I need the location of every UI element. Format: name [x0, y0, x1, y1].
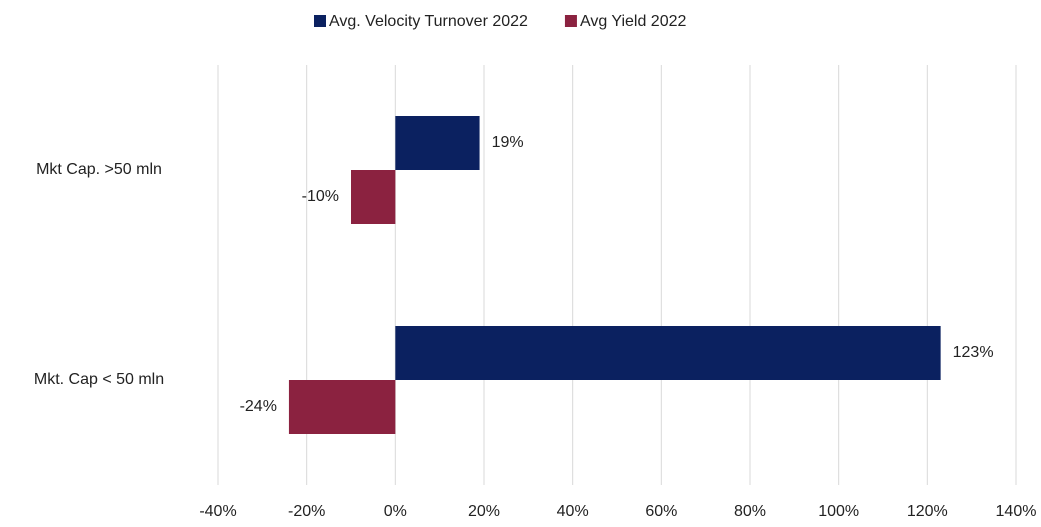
bar [395, 326, 941, 380]
data-label: 123% [953, 344, 994, 361]
x-tick-label: 60% [645, 503, 677, 520]
x-tick-label: 120% [907, 503, 948, 520]
legend: Avg. Velocity Turnover 2022 Avg Yield 202… [314, 13, 687, 30]
data-label: -10% [302, 188, 339, 205]
x-tick-label: -40% [199, 503, 236, 520]
bar [395, 116, 480, 170]
x-tick-label: 100% [818, 503, 859, 520]
x-tick-label: 80% [734, 503, 766, 520]
bar [288, 380, 396, 434]
x-tick-label: 140% [996, 503, 1037, 520]
data-label: -24% [240, 398, 277, 415]
data-label: 19% [492, 134, 524, 151]
legend-label: Avg Yield 2022 [580, 13, 687, 30]
category-label: Mkt. Cap < 50 mln [34, 371, 164, 388]
x-tick-label: 20% [468, 503, 500, 520]
bar [351, 170, 396, 224]
legend-swatch [314, 15, 326, 27]
legend-swatch [564, 15, 577, 27]
category-label: Mkt Cap. >50 mln [36, 161, 162, 178]
x-tick-label: 40% [557, 503, 589, 520]
x-tick-label: 0% [384, 503, 407, 520]
legend-label: Avg. Velocity Turnover 2022 [329, 13, 528, 30]
x-tick-label: -20% [288, 503, 325, 520]
